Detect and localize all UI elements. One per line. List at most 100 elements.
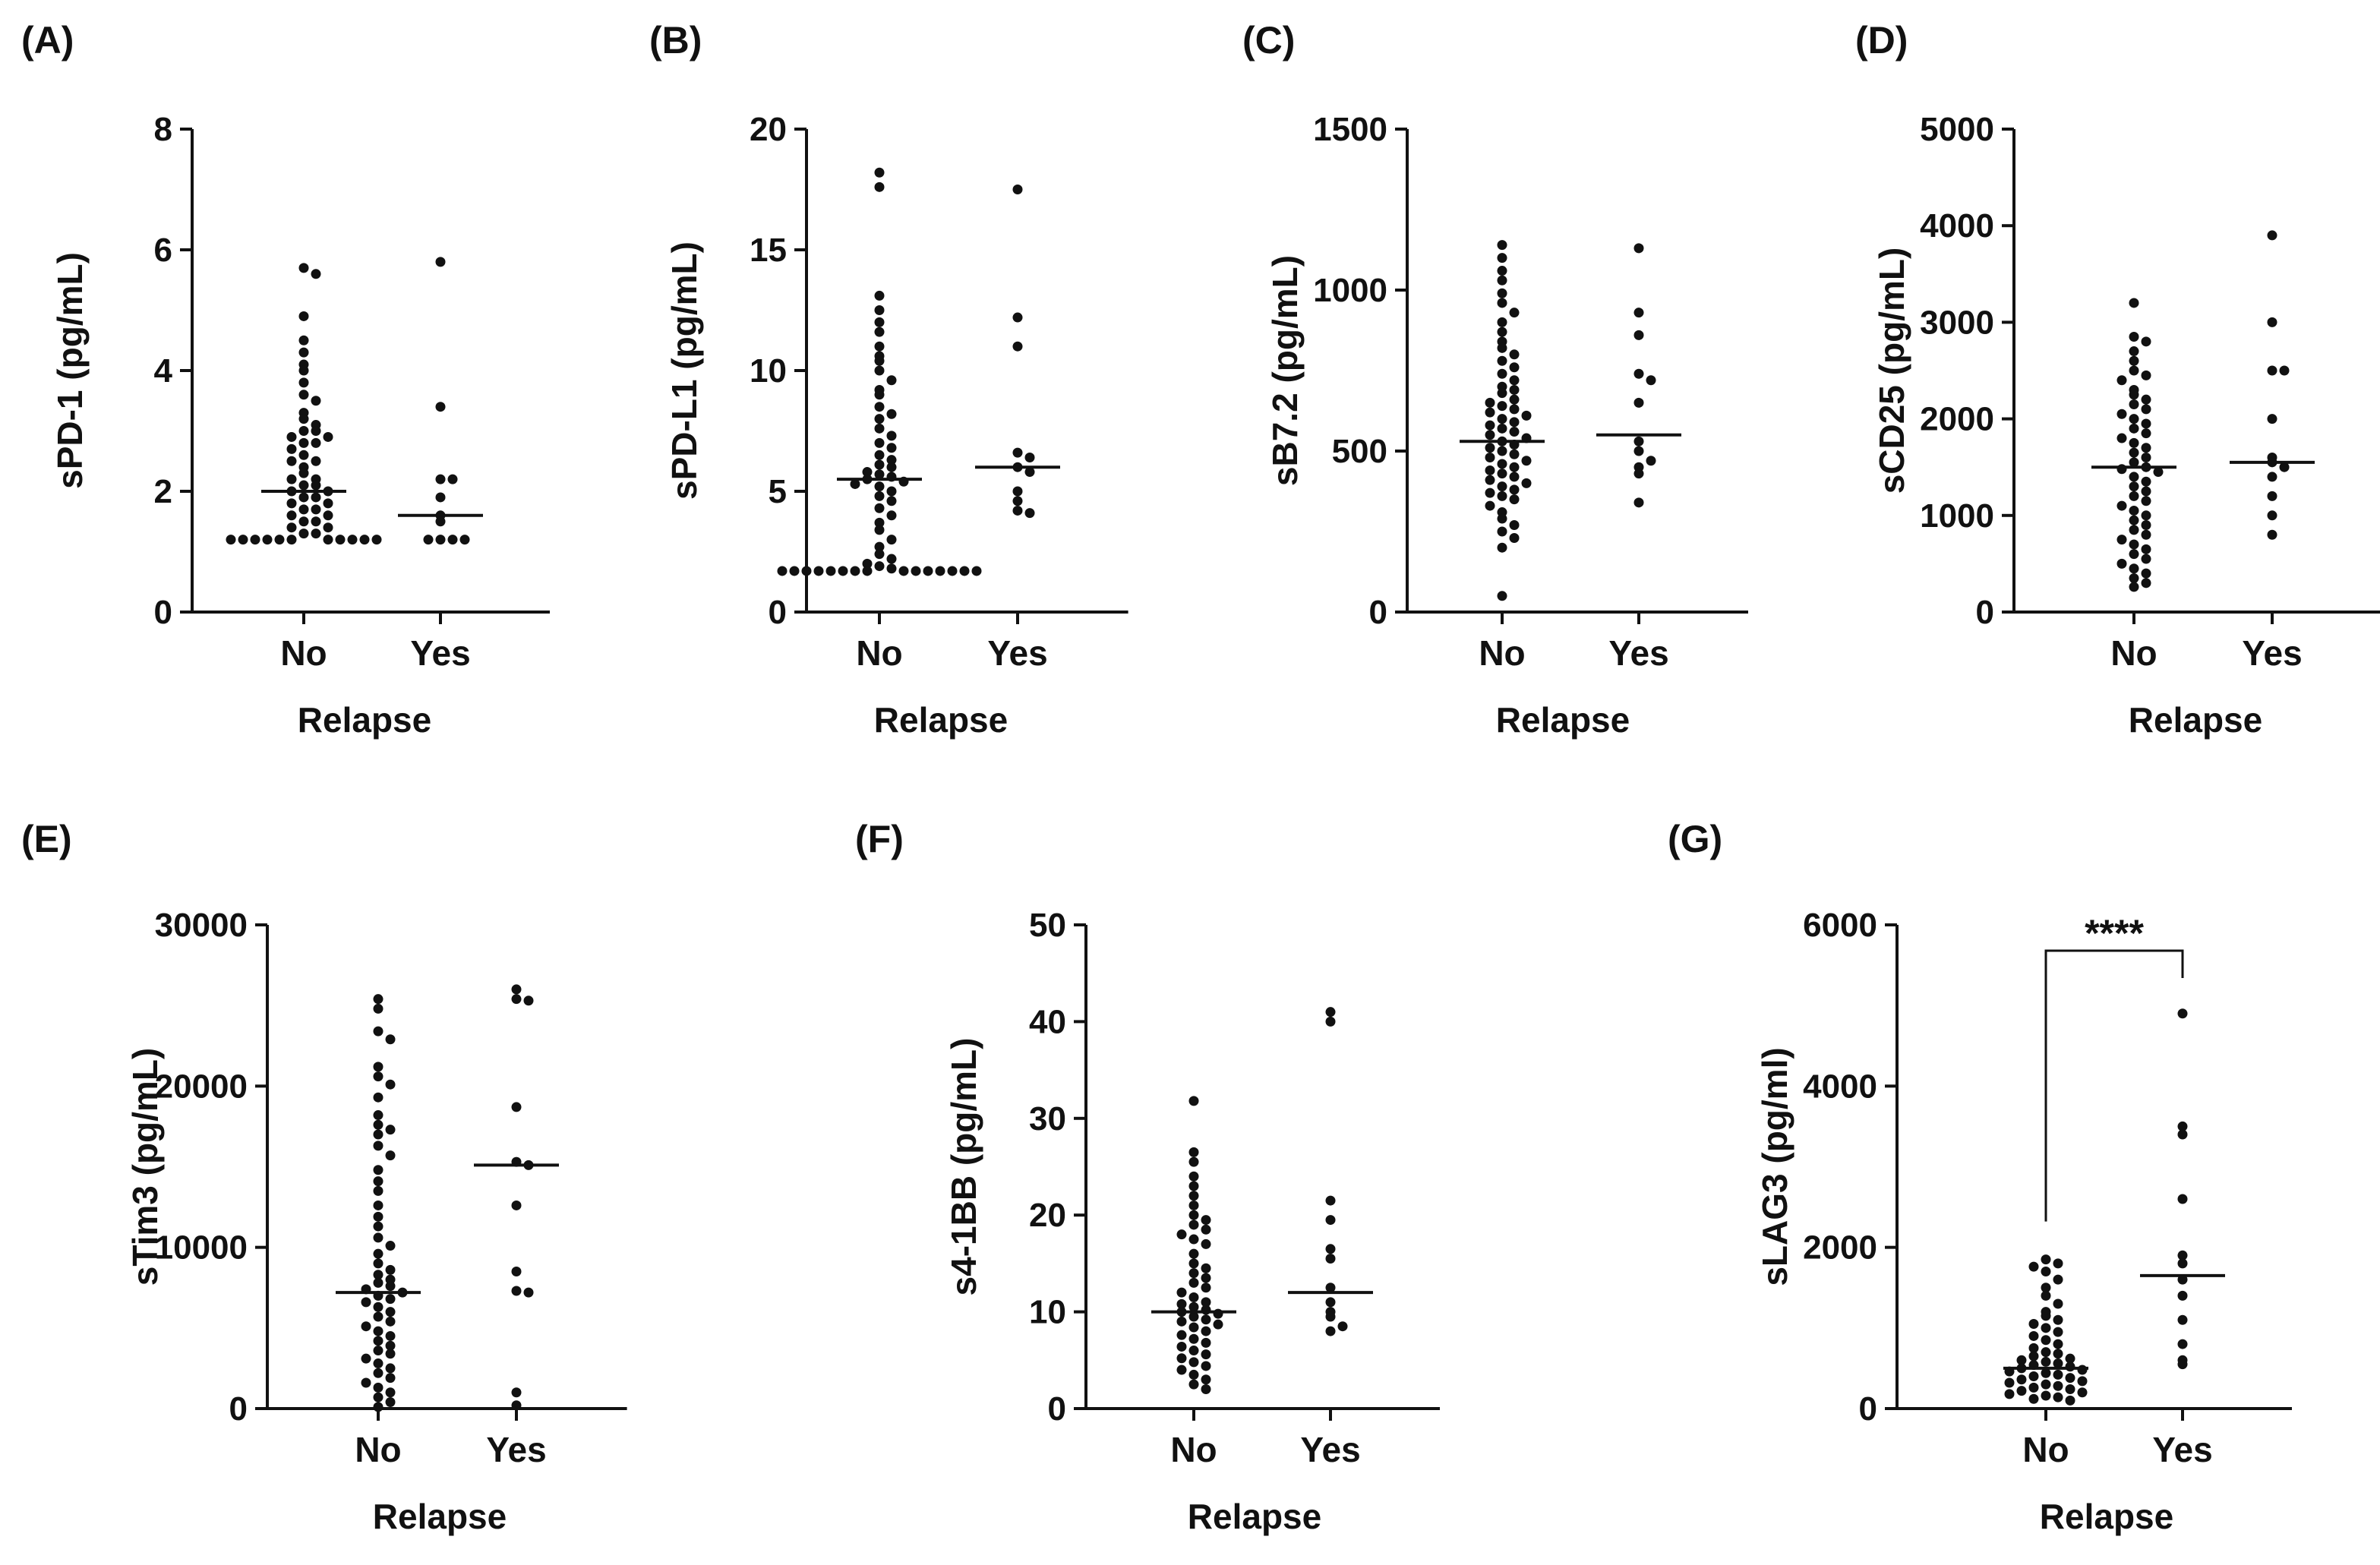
data-point [447,535,458,545]
data-point [2267,230,2277,241]
y-tick-label: 4 [154,352,173,390]
data-point [886,409,897,419]
data-point [2129,582,2139,592]
data-point [1485,487,1495,498]
data-point [1497,266,1507,276]
data-point [2177,1290,2188,1301]
x-category-label: No [856,633,902,673]
x-axis-title: Relapse [2129,700,2262,740]
data-point [874,414,885,424]
data-point [2129,390,2139,400]
data-point [2041,1290,2051,1301]
data-point [323,498,333,509]
data-point [2065,1395,2075,1406]
data-point [898,566,909,576]
data-point [435,474,446,484]
data-point [1188,1277,1199,1288]
data-point [373,1311,384,1322]
data-point [2267,491,2277,501]
data-point [2267,529,2277,540]
data-point [2177,1008,2188,1019]
data-point [1188,1333,1199,1344]
data-point [2053,1274,2063,1285]
data-point [511,984,522,995]
panel-label: (C) [1242,19,1295,62]
data-point [1497,342,1507,353]
data-point [1521,456,1532,466]
data-point [1176,1365,1187,1375]
y-tick-label: 2000 [1803,1229,1877,1267]
data-point [373,1092,384,1103]
data-point [1485,443,1495,453]
data-point [886,486,897,497]
data-point [862,566,873,576]
x-axis-title: Relapse [373,1497,507,1536]
panel-label: (D) [1855,19,1908,62]
data-point [874,469,885,480]
data-point [2053,1327,2063,1337]
data-point [2177,1194,2188,1204]
data-point [1188,1147,1199,1157]
y-tick-label: 0 [1859,1390,1877,1428]
data-point [874,402,885,412]
data-point [1633,368,1644,379]
data-point [298,263,309,273]
data-point [1201,1283,1211,1293]
data-point [1497,414,1507,424]
data-point [385,1387,396,1398]
data-point [1201,1337,1211,1348]
data-point [2053,1314,2063,1325]
data-point [2267,472,2277,482]
data-point [874,491,885,501]
data-point [1497,459,1507,469]
data-point [1521,478,1532,488]
data-point [874,541,885,552]
data-point [361,1321,371,1332]
data-point [286,443,297,454]
data-point [2077,1365,2088,1375]
y-tick-label: 4000 [1920,207,1994,245]
data-point [911,566,921,576]
panel-label: (A) [21,19,74,62]
data-point [1201,1273,1211,1283]
data-point [1521,410,1532,421]
y-tick-label: 3000 [1920,304,1994,341]
data-point [886,431,897,441]
data-point [1485,397,1495,408]
data-point [2177,1359,2188,1370]
data-point [286,431,297,442]
data-point [2129,423,2139,434]
data-point [1633,469,1644,479]
data-point [373,1358,384,1369]
data-point [959,566,970,576]
data-point [2053,1369,2063,1380]
data-point [373,1221,384,1232]
data-point [2028,1343,2039,1353]
data-point [2041,1335,2051,1346]
data-point [2116,464,2127,475]
data-point [1509,532,1520,543]
data-point [373,1185,384,1196]
data-point [511,1387,522,1398]
y-tick-label: 30 [1029,1100,1066,1137]
data-point [2177,1121,2188,1131]
data-point [2141,496,2151,506]
y-tick-label: 6 [154,232,172,269]
data-point [238,535,248,545]
data-point [1497,253,1507,263]
y-tick-label: 2000 [1920,401,1994,438]
data-point [2129,414,2139,424]
data-point [1633,243,1644,254]
data-point [1012,341,1023,352]
data-point [385,1330,396,1341]
data-point [874,437,885,448]
data-point [1497,481,1507,492]
data-point [1485,500,1495,511]
data-point [2267,510,2277,521]
data-point [2016,1374,2027,1385]
data-point [2053,1258,2063,1269]
data-point [1012,447,1023,458]
data-point [2065,1353,2075,1364]
y-tick-label: 4000 [1803,1068,1877,1105]
data-point [1188,1191,1199,1201]
